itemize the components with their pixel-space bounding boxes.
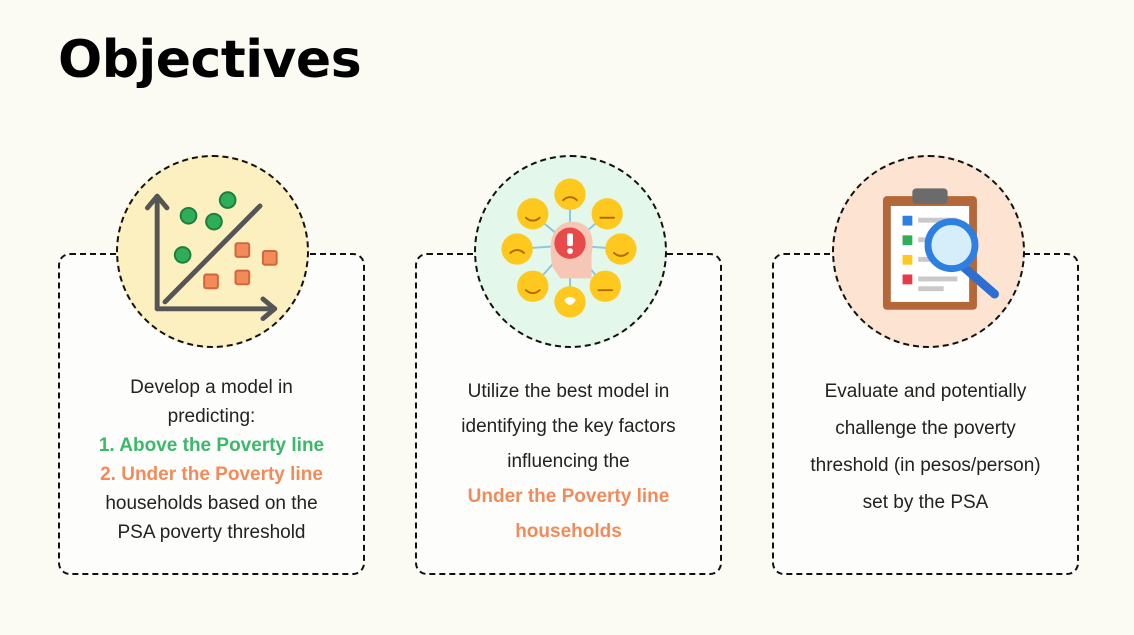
scatter-plot-icon [116, 155, 309, 348]
under-poverty-highlight: households [515, 521, 622, 542]
objective-2-line: Utilize the best model in [467, 381, 670, 402]
under-poverty-highlight: Under the Poverty line [467, 486, 670, 507]
objective-1-line: PSA poverty threshold [117, 522, 306, 543]
above-poverty-item: 1. Above the Poverty line [98, 435, 325, 456]
emotions-head-icon [474, 155, 667, 348]
objective-2-text: Utilize the best model in identifying th… [417, 374, 720, 549]
objective-1-text: Develop a model in predicting: 1. Above … [60, 373, 363, 547]
objective-1-line: households based on the [105, 493, 318, 514]
objective-1-line: Develop a model in [130, 377, 293, 398]
objective-3-line: Evaluate and potentially [824, 381, 1027, 402]
objective-2-line: influencing the [507, 451, 630, 472]
objective-2-line: identifying the key factors [461, 416, 676, 437]
objective-3-line: set by the PSA [862, 492, 989, 513]
under-poverty-item: 2. Under the Poverty line [100, 464, 323, 485]
clipboard-search-icon [832, 155, 1025, 348]
objective-3-text: Evaluate and potentially challenge the p… [774, 373, 1077, 521]
objective-1-line: predicting: [167, 406, 256, 427]
objective-3-line: challenge the poverty [835, 418, 1016, 439]
objective-3-line: threshold (in pesos/person) [810, 455, 1041, 476]
page-title: Objectives [58, 30, 362, 90]
